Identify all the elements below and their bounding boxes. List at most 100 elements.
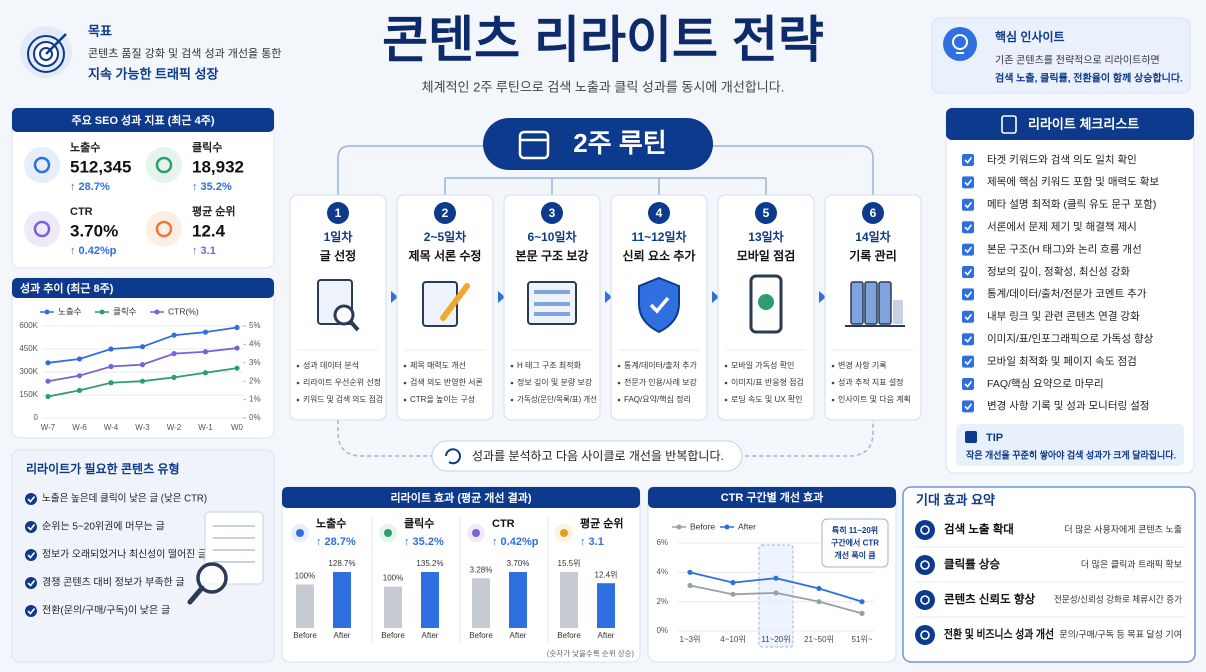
expected-desc: 전문성/신뢰성 강화로 체류시간 증가 bbox=[1054, 594, 1182, 604]
step-arrow bbox=[712, 291, 719, 303]
legend-marker bbox=[724, 524, 730, 530]
bullet-dot bbox=[510, 364, 514, 368]
legend-label: 노출수 bbox=[58, 306, 82, 316]
x-tick-label: W-3 bbox=[135, 423, 150, 432]
kpi-label: 평균 순위 bbox=[192, 204, 236, 218]
check-mark bbox=[27, 524, 36, 531]
checklist-item: 이미지/표/인포그래픽으로 가독성 향상 bbox=[987, 333, 1154, 345]
step-title: 모바일 점검 bbox=[737, 248, 796, 263]
step-bullet: 키워드 및 검색 의도 점검 bbox=[303, 394, 383, 404]
annotation: 특히 11~20위 bbox=[832, 525, 878, 535]
expected-title: 콘텐츠 신뢰도 향상 bbox=[944, 592, 1035, 606]
check-mark bbox=[964, 291, 973, 299]
step-bullet: CTR을 높이는 구성 bbox=[410, 394, 475, 404]
kpi-change: ↑ 0.42%p bbox=[70, 245, 117, 257]
goal-icon-ring bbox=[39, 47, 53, 61]
magnifier-handle bbox=[187, 585, 205, 605]
bullet-dot bbox=[831, 381, 835, 385]
check-icon bbox=[25, 493, 37, 505]
step-title: 기록 관리 bbox=[849, 248, 897, 263]
x-tick-label: 21~50위 bbox=[804, 635, 834, 644]
check-mark bbox=[964, 179, 973, 187]
kpi-label: CTR bbox=[70, 206, 93, 218]
kpi-icon bbox=[24, 147, 60, 183]
step-icon bbox=[333, 304, 355, 326]
check-icon bbox=[962, 176, 974, 189]
step-bullet: 변경 사항 기록 bbox=[838, 360, 887, 370]
step-number: 5 bbox=[763, 206, 770, 220]
y2-tick-label: 3% bbox=[249, 358, 261, 367]
chart-title: 평균 순위 bbox=[580, 516, 624, 530]
loop-icon bbox=[445, 448, 461, 465]
step-title: 신뢰 요소 추가 bbox=[623, 248, 696, 263]
step-icon bbox=[893, 300, 903, 324]
y2-tick-label: 4% bbox=[249, 340, 261, 349]
data-point bbox=[202, 349, 209, 355]
step-bullet: 인사이트 및 다음 계획 bbox=[838, 394, 911, 404]
data-point bbox=[139, 378, 146, 384]
text: 기존 콘텐츠를 전략적으로 리라이트하면 bbox=[995, 54, 1160, 67]
text: 지속 가능한 트래픽 성장 bbox=[88, 66, 218, 81]
kpi-icon-symbol bbox=[155, 220, 173, 238]
step-day: 11~12일차 bbox=[631, 229, 686, 244]
step-number-badge bbox=[862, 202, 884, 224]
magnifier bbox=[196, 562, 228, 594]
expected-icon bbox=[915, 625, 935, 645]
kpi-icon bbox=[24, 211, 60, 247]
legend-marker bbox=[154, 309, 160, 315]
check-icon bbox=[25, 605, 37, 617]
legend-marker bbox=[676, 524, 682, 530]
insight-panel bbox=[931, 17, 1191, 94]
check-icon bbox=[962, 310, 974, 323]
y-tick-label: 450K bbox=[19, 344, 38, 353]
data-point bbox=[171, 332, 177, 338]
expected-title: 전환 및 비즈니스 성과 개선 bbox=[944, 627, 1054, 641]
kpi-icon-symbol bbox=[33, 220, 51, 238]
checklist-item: 통계/데이터/출처/전문가 코멘트 추가 bbox=[987, 288, 1147, 300]
panel-title: 리라이트 체크리스트 bbox=[1028, 116, 1139, 131]
data-point bbox=[76, 387, 83, 393]
data-point bbox=[859, 599, 865, 605]
kpi-value: 12.4 bbox=[192, 221, 226, 240]
chart-subtitle: ↑ 3.1 bbox=[580, 536, 604, 548]
legend-marker bbox=[99, 309, 105, 315]
calendar-icon bbox=[518, 130, 550, 160]
step-number: 3 bbox=[549, 206, 556, 220]
check-icon bbox=[962, 288, 974, 301]
step-arrow bbox=[498, 291, 505, 303]
step-bullet: 제목 매력도 개선 bbox=[410, 360, 466, 370]
data-point bbox=[139, 344, 146, 350]
chart-title: CTR 구간별 개선 효과 bbox=[721, 490, 824, 504]
data-point bbox=[108, 380, 114, 386]
y-tick-label: 6% bbox=[656, 538, 668, 547]
text: 콘텐츠 품질 강화 및 검색 성과 개선을 통한 bbox=[88, 47, 281, 60]
value-label: 3.70% bbox=[507, 559, 530, 568]
x-tick-label: W-4 bbox=[104, 423, 119, 432]
kpi-icon-symbol bbox=[155, 156, 173, 174]
check-mark bbox=[964, 381, 973, 388]
effect-icon-symbol bbox=[560, 529, 568, 537]
bullet-dot bbox=[831, 398, 835, 402]
bullet-dot bbox=[617, 398, 621, 402]
insight-icon bbox=[943, 27, 977, 61]
step-number-badge bbox=[327, 202, 349, 224]
expected-icon-symbol bbox=[920, 560, 930, 570]
bullet-dot bbox=[296, 364, 300, 368]
step-arrow bbox=[819, 291, 826, 303]
annotation: 구간에서 CTR bbox=[831, 538, 879, 548]
step-icon bbox=[878, 281, 892, 325]
chart-title: 노출수 bbox=[316, 516, 346, 530]
kpi-label: 노출수 bbox=[70, 140, 100, 154]
data-point bbox=[108, 346, 114, 352]
check-mark bbox=[27, 608, 36, 615]
loop-text: 성과를 분석하고 다음 사이클로 개선을 반복합니다. bbox=[472, 449, 724, 463]
bullet-dot bbox=[510, 398, 514, 402]
bullet-dot bbox=[831, 364, 835, 368]
page-title: 콘텐츠 리라이트 전략 bbox=[382, 12, 824, 68]
panel-title: 기대 효과 요약 bbox=[916, 492, 995, 507]
data-point bbox=[202, 370, 209, 376]
tip-icon bbox=[965, 431, 977, 443]
step-number-badge bbox=[648, 202, 670, 224]
check-mark bbox=[27, 580, 36, 587]
